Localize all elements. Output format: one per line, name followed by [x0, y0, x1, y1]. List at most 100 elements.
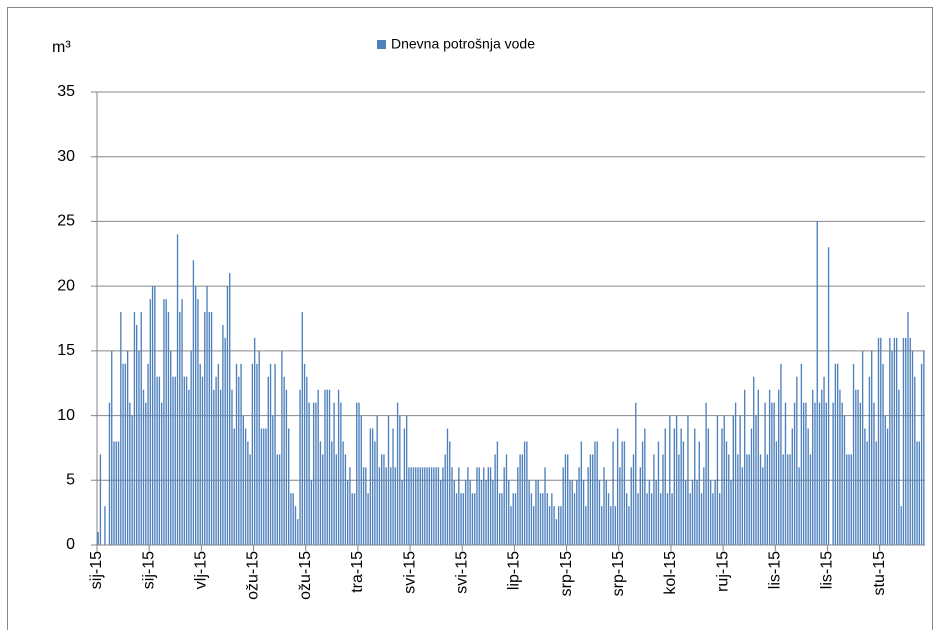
bar — [812, 389, 814, 545]
bar — [247, 441, 249, 545]
y-tick-label: 10 — [57, 407, 75, 424]
x-tick-label: lis-15 — [819, 551, 836, 589]
bar — [694, 428, 696, 545]
bar — [728, 454, 730, 545]
chart-frame — [7, 7, 933, 630]
bar — [730, 480, 732, 545]
bar — [687, 415, 689, 545]
bar — [635, 402, 637, 545]
bar — [880, 337, 882, 545]
bar — [553, 506, 555, 545]
bar — [403, 428, 406, 545]
x-tick-label: svi-15 — [401, 551, 418, 594]
bar — [526, 441, 528, 545]
y-tick-label: 35 — [57, 83, 75, 100]
bar — [843, 415, 846, 545]
bar — [322, 454, 324, 545]
bar — [235, 363, 238, 545]
bar — [916, 441, 918, 545]
bar — [517, 467, 519, 545]
bar — [353, 493, 356, 545]
bar — [764, 402, 766, 545]
bar — [160, 402, 163, 545]
bar — [451, 467, 453, 545]
bar — [818, 402, 821, 545]
bar — [188, 389, 190, 545]
bar — [610, 506, 612, 545]
bar — [893, 337, 896, 545]
bar — [124, 363, 127, 545]
bar — [464, 480, 467, 545]
bar — [757, 389, 759, 545]
bar — [850, 454, 852, 545]
y-tick-label: 5 — [66, 472, 75, 489]
bar — [483, 467, 485, 545]
bar — [394, 467, 396, 545]
bar — [562, 467, 564, 545]
bar — [185, 376, 188, 545]
bar — [920, 363, 923, 545]
bar — [142, 389, 145, 545]
bar — [902, 337, 905, 545]
bar — [131, 415, 133, 545]
bar — [197, 299, 199, 545]
bar — [864, 428, 866, 545]
bar — [297, 519, 299, 545]
bar — [269, 363, 272, 545]
x-tick-label: sij-15 — [140, 551, 157, 589]
bar — [716, 415, 719, 545]
bar — [882, 363, 884, 545]
bar — [823, 376, 825, 545]
bar — [689, 493, 691, 545]
bar — [698, 441, 700, 545]
bar — [299, 389, 301, 545]
bar — [923, 350, 925, 545]
bar — [478, 467, 480, 545]
x-tick-label: ožu-15 — [297, 551, 314, 600]
bar — [542, 493, 544, 545]
bar — [696, 480, 698, 545]
bar — [793, 402, 796, 545]
bar — [535, 480, 537, 545]
bar — [839, 389, 841, 545]
bar — [900, 506, 902, 545]
bar — [469, 480, 471, 545]
bar — [646, 493, 648, 545]
bar — [705, 402, 707, 545]
bar — [551, 493, 553, 545]
bar — [346, 480, 349, 545]
bar — [750, 428, 753, 545]
bar — [324, 389, 326, 545]
bar — [344, 454, 347, 545]
bar — [503, 467, 505, 545]
x-tick-label: tra-15 — [349, 551, 366, 593]
bar — [147, 363, 149, 545]
bar — [855, 389, 857, 545]
bar — [666, 493, 669, 545]
bar — [467, 467, 469, 545]
bar — [498, 493, 501, 545]
bar — [571, 480, 573, 545]
bar — [199, 363, 201, 545]
bar — [521, 454, 524, 545]
bar — [619, 467, 621, 545]
bar — [492, 480, 494, 545]
bar — [183, 376, 186, 545]
bar — [889, 337, 891, 545]
bar — [317, 389, 319, 545]
bar — [421, 467, 424, 545]
bar — [328, 389, 331, 545]
bar — [594, 441, 596, 545]
bar — [133, 312, 136, 545]
bar — [877, 337, 880, 545]
bar — [648, 480, 651, 545]
y-tick-label: 15 — [57, 342, 75, 359]
bar — [573, 493, 576, 545]
bar — [859, 402, 862, 545]
bar — [852, 363, 855, 545]
bar — [204, 312, 206, 545]
bar — [528, 480, 530, 545]
bar — [337, 389, 340, 545]
bar — [787, 454, 789, 545]
bar — [263, 428, 265, 545]
